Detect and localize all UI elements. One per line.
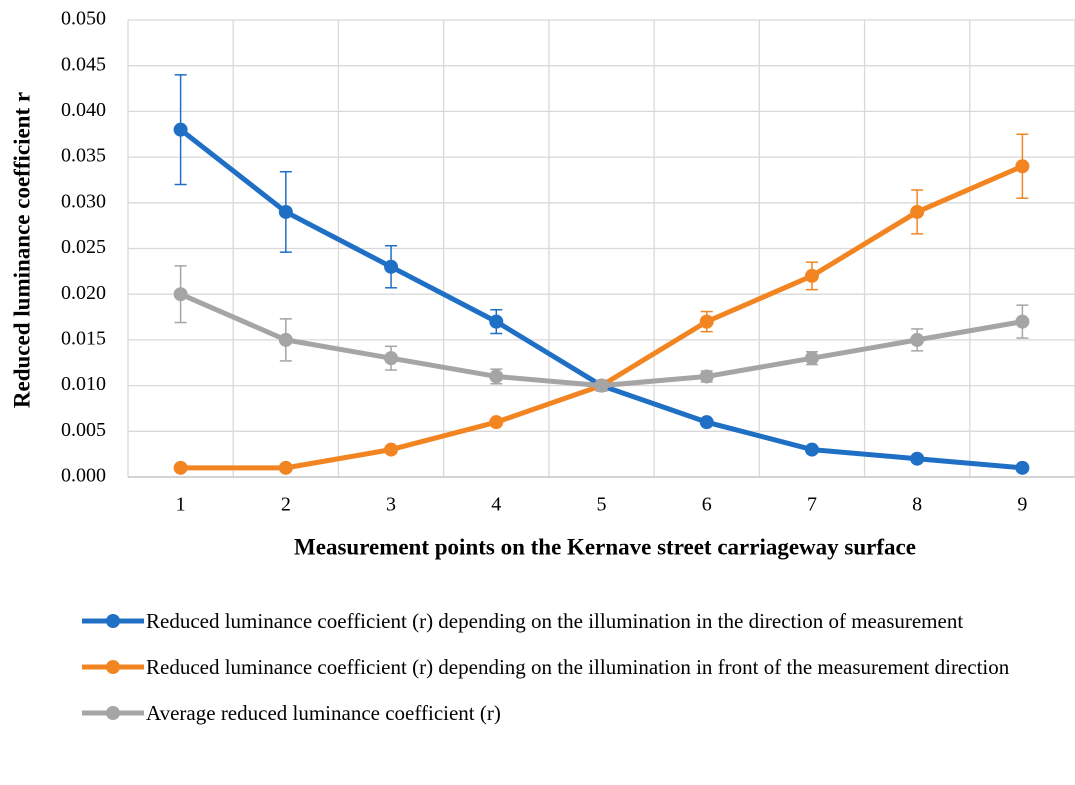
y-tick-label: 0.020 (61, 282, 106, 304)
x-tick-label: 3 (386, 494, 396, 516)
y-tick-label: 0.025 (61, 236, 106, 258)
x-axis-label: Measurement points on the Kernave street… (294, 534, 916, 559)
marker (1015, 460, 1030, 475)
y-tick-label: 0.005 (61, 419, 106, 441)
marker (489, 415, 504, 430)
legend-item: Reduced luminance coefficient (r) depend… (80, 651, 1040, 683)
marker (278, 460, 293, 475)
legend-marker (106, 660, 120, 674)
x-tick-label: 7 (807, 494, 817, 516)
y-tick-label: 0.050 (61, 8, 106, 30)
marker (384, 351, 399, 366)
x-tick-label: 6 (702, 494, 712, 516)
marker (594, 378, 609, 393)
legend-swatch (82, 660, 144, 674)
marker (699, 415, 714, 430)
marker (173, 460, 188, 475)
legend-item: Average reduced luminance coefficient (r… (80, 697, 1040, 729)
marker (1015, 314, 1030, 329)
legend-label: Reduced luminance coefficient (r) depend… (146, 655, 1010, 679)
marker (173, 287, 188, 302)
legend-marker (106, 614, 120, 628)
y-tick-label: 0.010 (61, 373, 106, 395)
y-tick-label: 0.000 (61, 465, 106, 487)
x-tick-label: 4 (491, 494, 501, 516)
legend-swatch (82, 706, 144, 720)
marker (278, 204, 293, 219)
y-tick-label: 0.015 (61, 327, 106, 349)
legend: Reduced luminance coefficient (r) depend… (80, 605, 1040, 743)
y-tick-label: 0.040 (61, 99, 106, 121)
marker (384, 442, 399, 457)
legend-swatch (82, 614, 144, 628)
marker (489, 314, 504, 329)
marker (910, 332, 925, 347)
marker (910, 451, 925, 466)
marker (489, 369, 504, 384)
series-line (179, 127, 1023, 471)
x-tick-label: 8 (912, 494, 922, 516)
x-tick-label: 9 (1017, 494, 1027, 516)
series-line (180, 163, 1024, 471)
y-tick-label: 0.030 (61, 190, 106, 212)
x-tick-label: 2 (281, 494, 291, 516)
marker (804, 442, 819, 457)
chart: Measurement points on the Kernave street… (9, 8, 1075, 559)
legend-label: Reduced luminance coefficient (r) depend… (146, 609, 964, 633)
legend-item: Reduced luminance coefficient (r) depend… (80, 605, 1040, 637)
marker (804, 351, 819, 366)
y-tick-label: 0.045 (61, 53, 106, 75)
marker (173, 122, 188, 137)
marker (1015, 159, 1030, 174)
marker (804, 268, 819, 283)
y-axis-label: Reduced luminance coefficient r (9, 92, 34, 408)
x-tick-label: 5 (597, 494, 607, 516)
legend-marker (106, 706, 120, 720)
marker (699, 369, 714, 384)
marker (910, 204, 925, 219)
legend-label: Average reduced luminance coefficient (r… (146, 701, 501, 725)
y-tick-label: 0.035 (61, 145, 106, 167)
marker (384, 259, 399, 274)
x-tick-label: 1 (176, 494, 186, 516)
marker (278, 332, 293, 347)
marker (699, 314, 714, 329)
